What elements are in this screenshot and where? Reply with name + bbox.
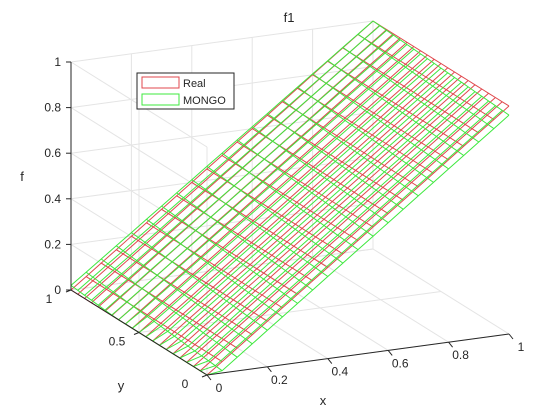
x-tick-label: 0	[216, 381, 223, 395]
z-tick-label: 0.8	[44, 101, 61, 115]
surface-real-line-x	[372, 20, 510, 107]
z-tick-label: 0.4	[44, 192, 61, 206]
surface-real-line-x	[342, 47, 480, 134]
y-tick-label: 0.5	[109, 335, 126, 349]
surface-mongo-line-x	[131, 232, 268, 331]
x-tick-label: 0.2	[271, 373, 288, 387]
legend-label-real: Real	[183, 78, 206, 90]
surface-mongo-line-x	[342, 46, 480, 143]
gridline-backwall-z	[70, 20, 374, 63]
surface-mongo-line-x	[312, 73, 449, 170]
surface-mongo-line-x	[191, 179, 329, 277]
gridline-floor-y	[138, 291, 442, 333]
surface-mongo-line-x	[116, 245, 253, 345]
surface-mongo-line-x	[282, 99, 419, 197]
x-tick-mark	[327, 358, 333, 364]
x-tick-label: 0.6	[392, 356, 409, 370]
chart-title: f1	[284, 10, 295, 25]
surface-mongo-line-x	[85, 271, 223, 372]
z-tick-label: 0.2	[44, 237, 61, 251]
surface-mongo-line-x	[372, 20, 510, 116]
surface-mongo-line-x	[297, 86, 434, 183]
surface-mongo-line-x	[327, 60, 464, 156]
x-tick-mark	[508, 333, 514, 340]
y-tick-label: 0	[182, 377, 189, 391]
x-tick-label: 0.8	[452, 348, 469, 362]
surface-mongo-line-x	[251, 126, 389, 224]
x-tick-mark	[387, 350, 393, 356]
z-tick-label: 1	[54, 55, 61, 69]
z-tick-label: 0	[54, 283, 61, 297]
y-tick-label: 1	[46, 292, 53, 306]
surface-mongo-line-x	[161, 205, 298, 304]
y-tick-mark	[201, 374, 208, 378]
surface-mongo-line-x	[100, 258, 238, 358]
legend-swatch-mongo	[141, 93, 180, 106]
legend: Real MONGO	[136, 72, 235, 110]
legend-swatch-real	[141, 76, 180, 89]
x-tick-label: 1	[518, 340, 525, 354]
y-axis-label: y	[118, 378, 125, 393]
surface-mongo	[70, 20, 510, 376]
surface-real-line-x	[327, 60, 464, 147]
surface-mongo-line-x	[236, 139, 374, 237]
surface-mongo-line-x	[221, 152, 359, 251]
surface-mongo-line-x	[206, 165, 344, 264]
gridline-sidewall-z	[70, 107, 208, 194]
x-tick-label: 0.4	[331, 365, 348, 379]
surface-real-line-x	[206, 168, 344, 255]
z-axis-label: f	[20, 169, 24, 184]
surface-mongo-line-x	[176, 192, 313, 291]
surface-real-line-x	[357, 34, 495, 120]
x-tick-mark	[448, 341, 453, 348]
z-tick-label: 0.6	[44, 146, 61, 160]
surface-mongo-line-x	[146, 218, 283, 318]
y-tick-mark	[133, 332, 140, 335]
x-tick-mark	[206, 374, 212, 381]
surface-mongo-line-x	[357, 33, 495, 130]
legend-label-mongo: MONGO	[183, 95, 226, 107]
surface-mongo-line-x	[267, 113, 404, 210]
x-axis-label: x	[320, 393, 327, 408]
x-axis-line	[206, 333, 510, 376]
x-tick-mark	[267, 366, 272, 373]
